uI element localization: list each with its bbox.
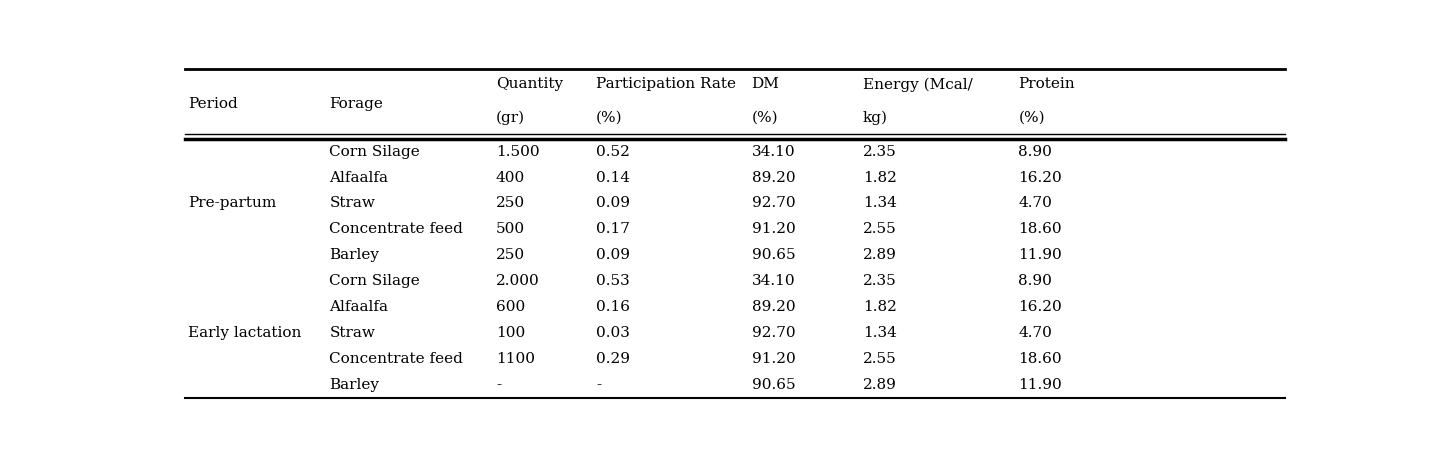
Text: Period: Period: [188, 96, 238, 111]
Text: 0.14: 0.14: [597, 171, 630, 185]
Text: Alfaalfa: Alfaalfa: [330, 171, 389, 185]
Text: 2.55: 2.55: [863, 222, 896, 237]
Text: 1.500: 1.500: [496, 145, 539, 159]
Text: 8.90: 8.90: [1018, 145, 1053, 159]
Text: 0.17: 0.17: [597, 222, 630, 237]
Text: 2.55: 2.55: [863, 352, 896, 366]
Text: kg): kg): [863, 111, 888, 125]
Text: 16.20: 16.20: [1018, 171, 1063, 185]
Text: 2.35: 2.35: [863, 274, 896, 288]
Text: Early lactation: Early lactation: [188, 326, 301, 340]
Text: 4.70: 4.70: [1018, 197, 1053, 211]
Text: Concentrate feed: Concentrate feed: [330, 222, 463, 237]
Text: Corn Silage: Corn Silage: [330, 145, 420, 159]
Text: 0.09: 0.09: [597, 197, 630, 211]
Text: 4.70: 4.70: [1018, 326, 1053, 340]
Text: 1.34: 1.34: [863, 326, 896, 340]
Text: 400: 400: [496, 171, 525, 185]
Text: 2.89: 2.89: [863, 378, 896, 392]
Text: 2.89: 2.89: [863, 248, 896, 263]
Text: 89.20: 89.20: [751, 300, 796, 314]
Text: 0.16: 0.16: [597, 300, 630, 314]
Text: Barley: Barley: [330, 378, 379, 392]
Text: Corn Silage: Corn Silage: [330, 274, 420, 288]
Text: 92.70: 92.70: [751, 326, 796, 340]
Text: 18.60: 18.60: [1018, 222, 1063, 237]
Text: 11.90: 11.90: [1018, 378, 1063, 392]
Text: Pre-partum: Pre-partum: [188, 197, 277, 211]
Text: 91.20: 91.20: [751, 352, 796, 366]
Text: 0.53: 0.53: [597, 274, 630, 288]
Text: Energy (Mcal/: Energy (Mcal/: [863, 77, 972, 91]
Text: (%): (%): [1018, 111, 1045, 125]
Text: 91.20: 91.20: [751, 222, 796, 237]
Text: Barley: Barley: [330, 248, 379, 263]
Text: Concentrate feed: Concentrate feed: [330, 352, 463, 366]
Text: Protein: Protein: [1018, 77, 1076, 91]
Text: 500: 500: [496, 222, 525, 237]
Text: 90.65: 90.65: [751, 248, 796, 263]
Text: -: -: [496, 378, 500, 392]
Text: 34.10: 34.10: [751, 145, 796, 159]
Text: 1.82: 1.82: [863, 171, 896, 185]
Text: 2.000: 2.000: [496, 274, 539, 288]
Text: 11.90: 11.90: [1018, 248, 1063, 263]
Text: (%): (%): [597, 111, 622, 125]
Text: 250: 250: [496, 248, 525, 263]
Text: 18.60: 18.60: [1018, 352, 1063, 366]
Text: 8.90: 8.90: [1018, 274, 1053, 288]
Text: (gr): (gr): [496, 111, 525, 125]
Text: Straw: Straw: [330, 197, 376, 211]
Text: 1.34: 1.34: [863, 197, 896, 211]
Text: 92.70: 92.70: [751, 197, 796, 211]
Text: 1100: 1100: [496, 352, 535, 366]
Text: 2.35: 2.35: [863, 145, 896, 159]
Text: DM: DM: [751, 77, 780, 91]
Text: 600: 600: [496, 300, 525, 314]
Text: 0.03: 0.03: [597, 326, 630, 340]
Text: 250: 250: [496, 197, 525, 211]
Text: Participation Rate: Participation Rate: [597, 77, 736, 91]
Text: 16.20: 16.20: [1018, 300, 1063, 314]
Text: (%): (%): [751, 111, 779, 125]
Text: 100: 100: [496, 326, 525, 340]
Text: 0.09: 0.09: [597, 248, 630, 263]
Text: 34.10: 34.10: [751, 274, 796, 288]
Text: 1.82: 1.82: [863, 300, 896, 314]
Text: Quantity: Quantity: [496, 77, 564, 91]
Text: Straw: Straw: [330, 326, 376, 340]
Text: 0.52: 0.52: [597, 145, 630, 159]
Text: Alfaalfa: Alfaalfa: [330, 300, 389, 314]
Text: 90.65: 90.65: [751, 378, 796, 392]
Text: 89.20: 89.20: [751, 171, 796, 185]
Text: Forage: Forage: [330, 96, 383, 111]
Text: 0.29: 0.29: [597, 352, 630, 366]
Text: -: -: [597, 378, 601, 392]
